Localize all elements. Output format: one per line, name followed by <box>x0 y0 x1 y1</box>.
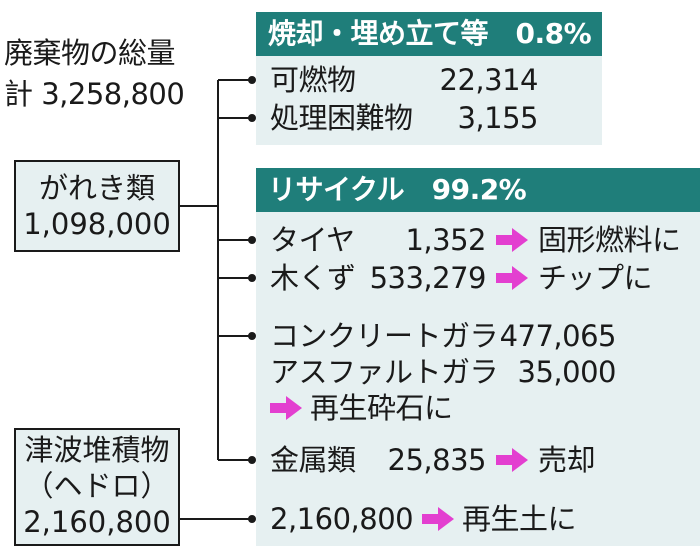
debris-label: がれき類 <box>38 171 155 205</box>
recycle-panel <box>256 168 700 546</box>
sludge-label: 津波堆積物 <box>24 433 170 467</box>
wood-value: 533,279 <box>369 261 487 295</box>
sludge-sublabel: （ヘドロ） <box>24 469 170 503</box>
incineration-header: 焼却・埋め立て等 0.8% <box>256 12 602 56</box>
metal-value: 25,835 <box>387 443 487 477</box>
tires-value: 1,352 <box>405 223 486 257</box>
concrete-name: コンクリートガラ <box>270 319 499 353</box>
crushed-stone-destination: 再生砕石に <box>310 391 453 425</box>
total-value: 計 3,258,800 <box>4 77 185 111</box>
tires-name: タイヤ <box>270 223 355 257</box>
crushed-stone-arrow-icon <box>270 396 302 420</box>
tires-destination: 固形燃料に <box>538 223 681 257</box>
wood-arrow-icon <box>496 266 528 290</box>
recycle-header: リサイクル 99.2% <box>256 168 700 212</box>
sludge-recycle-value: 2,160,800 <box>270 502 414 536</box>
hard-to-treat-name: 処理困難物 <box>270 101 413 135</box>
hard-to-treat-value: 3,155 <box>457 101 538 135</box>
metal-destination: 売却 <box>538 443 596 477</box>
sludge-arrow-icon <box>422 507 454 531</box>
sludge-box: 津波堆積物 （ヘドロ） 2,160,800 <box>14 428 180 546</box>
debris-value: 1,098,000 <box>23 207 171 241</box>
combustibles-value: 22,314 <box>439 63 539 97</box>
debris-box: がれき類 1,098,000 <box>14 160 180 252</box>
combustibles-name: 可燃物 <box>270 63 356 97</box>
concrete-value: 477,065 <box>499 319 617 353</box>
wood-destination: チップに <box>538 261 653 295</box>
asphalt-value: 35,000 <box>517 355 617 389</box>
sludge-recycle-destination: 再生土に <box>462 502 577 536</box>
total-title: 廃棄物の総量 <box>4 36 176 70</box>
metal-name: 金属類 <box>270 443 356 477</box>
sludge-value: 2,160,800 <box>23 505 171 539</box>
wood-name: 木くず <box>270 261 356 295</box>
metal-arrow-icon <box>496 448 528 472</box>
asphalt-name: アスファルトガラ <box>270 355 499 389</box>
tires-arrow-icon <box>496 228 528 252</box>
